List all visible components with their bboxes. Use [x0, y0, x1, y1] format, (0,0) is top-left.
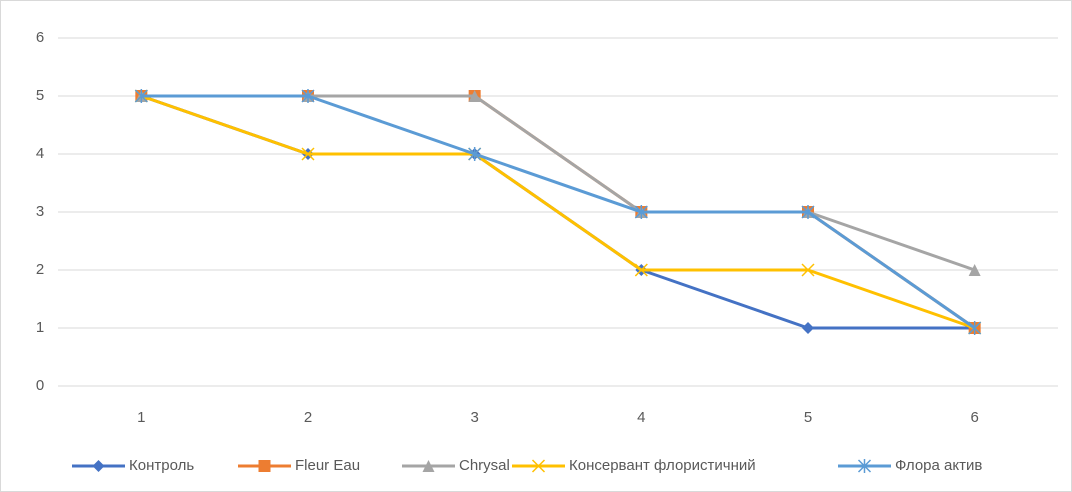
series-line	[141, 94, 976, 330]
marker	[802, 322, 814, 334]
marker	[801, 263, 815, 277]
x-tick-label: 1	[137, 409, 145, 426]
marker	[468, 90, 481, 102]
legend-label: Консервант флористичний	[569, 457, 756, 474]
marker	[92, 460, 105, 472]
marker	[422, 460, 435, 472]
y-tick-label: 0	[36, 377, 44, 394]
marker	[301, 147, 315, 161]
marker	[968, 264, 981, 276]
legend-label: Chrysal	[459, 457, 510, 474]
x-tick-label: 2	[304, 409, 312, 426]
marker	[531, 459, 546, 473]
x-tick-label: 4	[637, 409, 645, 426]
marker	[301, 89, 315, 103]
marker	[801, 205, 815, 219]
y-tick-label: 3	[36, 203, 44, 220]
x-tick-label: 3	[470, 409, 478, 426]
x-tick-label: 6	[970, 409, 978, 426]
y-tick-label: 6	[36, 29, 44, 46]
marker	[634, 205, 648, 219]
series-line	[140, 94, 976, 330]
x-tick-label: 5	[804, 409, 812, 426]
marker	[968, 321, 982, 335]
y-tick-label: 5	[36, 87, 44, 104]
marker	[258, 460, 271, 472]
marker	[857, 459, 872, 473]
y-tick-label: 1	[36, 319, 44, 336]
legend-label: Fleur Eau	[295, 457, 360, 474]
legend-label: Флора актив	[895, 457, 982, 474]
marker	[468, 147, 482, 161]
marker	[634, 263, 648, 277]
legend-label: Контроль	[129, 457, 194, 474]
y-tick-label: 2	[36, 261, 44, 278]
marker	[134, 89, 148, 103]
y-tick-label: 4	[36, 145, 44, 162]
